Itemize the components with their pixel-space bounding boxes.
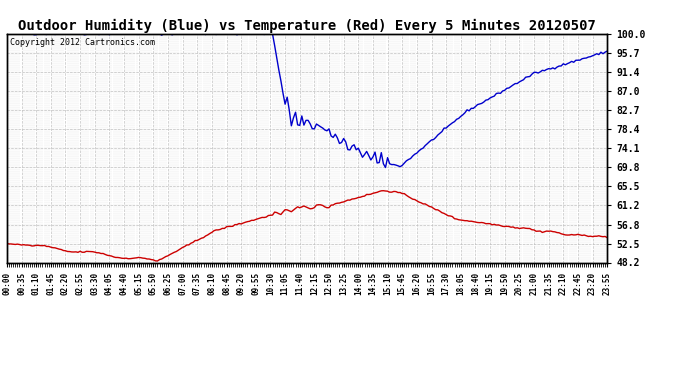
Text: Copyright 2012 Cartronics.com: Copyright 2012 Cartronics.com (10, 38, 155, 47)
Title: Outdoor Humidity (Blue) vs Temperature (Red) Every 5 Minutes 20120507: Outdoor Humidity (Blue) vs Temperature (… (18, 18, 596, 33)
